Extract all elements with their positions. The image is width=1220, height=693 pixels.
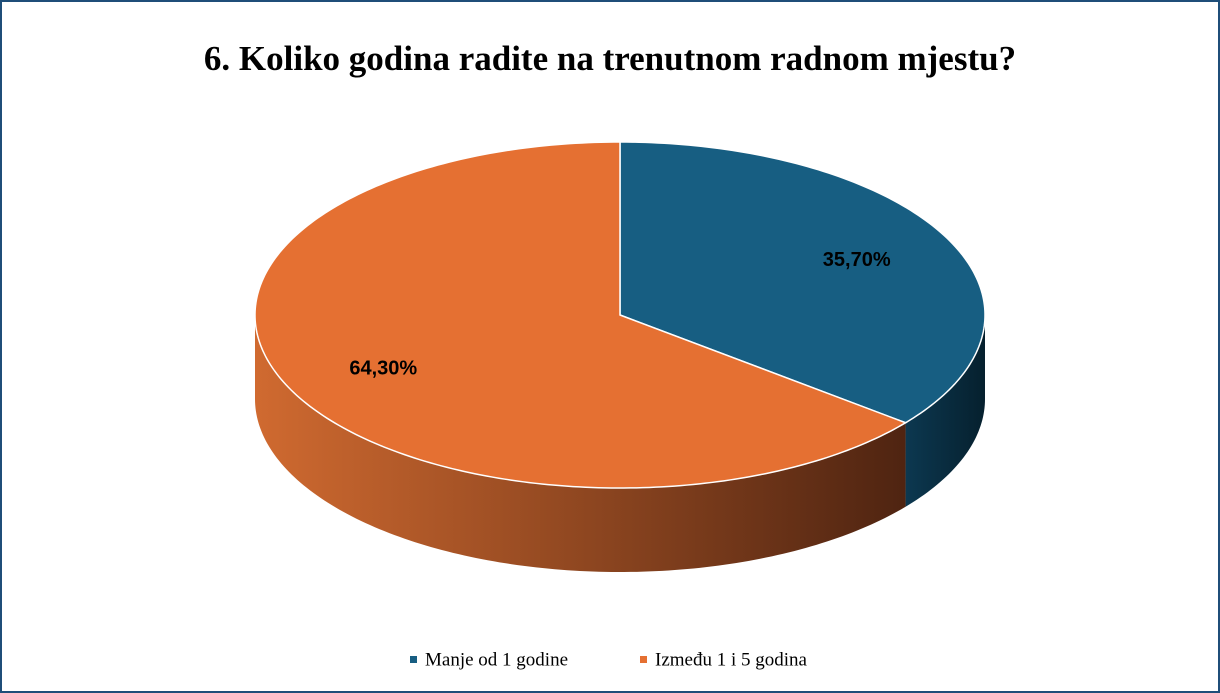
slice-side [905, 315, 985, 507]
value-label: 35,70% [823, 249, 891, 271]
legend-label: Između 1 i 5 godina [655, 649, 808, 670]
slice [619, 141, 986, 424]
legend-marker [410, 656, 417, 663]
legend-marker [640, 656, 647, 663]
chart-title: 6. Koliko godina radite na trenutnom rad… [204, 39, 1016, 78]
slice [254, 141, 908, 489]
value-label: 64,30% [349, 357, 417, 379]
legend-label: Manje od 1 godine [425, 649, 568, 670]
slice-side [255, 315, 906, 572]
